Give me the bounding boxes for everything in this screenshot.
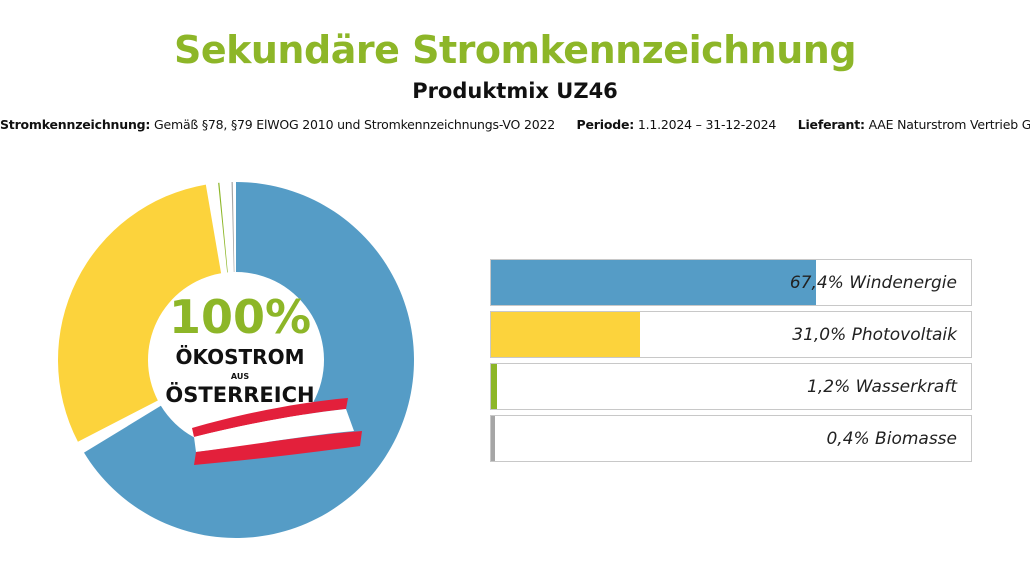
info-value-periode: 1.1.2024 – 31-12-2024: [637, 117, 777, 132]
slice-wasserkraft: [218, 182, 228, 273]
austria-flag-icon: [192, 398, 362, 465]
info-value-lieferant: AAE Naturstrom Vertrieb GmbH: [868, 117, 1030, 132]
chart-subtitle: Produktmix UZ46: [412, 79, 618, 103]
donut-chart: [57, 182, 415, 538]
bar-wasserkraft-label: 1,2% Wasserkraft: [807, 377, 957, 397]
info-label-stromkennzeichnung: Stromkennzeichnung:: [0, 117, 151, 132]
bar-windenergie: 67,4% Windenergie: [490, 259, 972, 306]
bar-windenergie-fill: [491, 260, 816, 305]
bar-photovoltaik: 31,0% Photovoltaik: [490, 311, 972, 358]
bar-photovoltaik-label: 31,0% Photovoltaik: [792, 325, 957, 345]
info-label-lieferant: Lieferant:: [797, 117, 865, 132]
slice-photovoltaik: [57, 184, 222, 442]
bar-biomasse-label: 0,4% Biomasse: [826, 429, 957, 449]
bar-biomasse-fill: [491, 416, 495, 461]
info-value-stromkennzeichnung: Gemäß §78, §79 ElWOG 2010 und Stromkennz…: [153, 117, 555, 132]
chart-title: Sekundäre Stromkennzeichnung: [173, 28, 857, 72]
badge-percent: 100%: [168, 290, 312, 344]
bar-windenergie-label: 67,4% Windenergie: [789, 273, 957, 293]
info-line: Stromkennzeichnung: Gemäß §78, §79 ElWOG…: [0, 117, 1030, 132]
info-label-periode: Periode:: [576, 117, 635, 132]
flag-stripe-red-top: [192, 398, 348, 437]
bar-photovoltaik-fill: [491, 312, 641, 357]
flag-stripe-red-bottom: [194, 431, 362, 465]
badge-line-oesterreich: ÖSTERREICH: [165, 383, 315, 407]
slice-biomasse: [231, 182, 235, 273]
badge-line-oekostrom: ÖKOSTROM: [175, 345, 305, 369]
badge-line-aus: AUS: [230, 372, 250, 381]
bar-wasserkraft: 1,2% Wasserkraft: [490, 363, 972, 410]
bar-wasserkraft-fill: [491, 364, 497, 409]
flag-stripe-white: [194, 409, 354, 452]
bar-biomasse: 0,4% Biomasse: [490, 415, 972, 462]
